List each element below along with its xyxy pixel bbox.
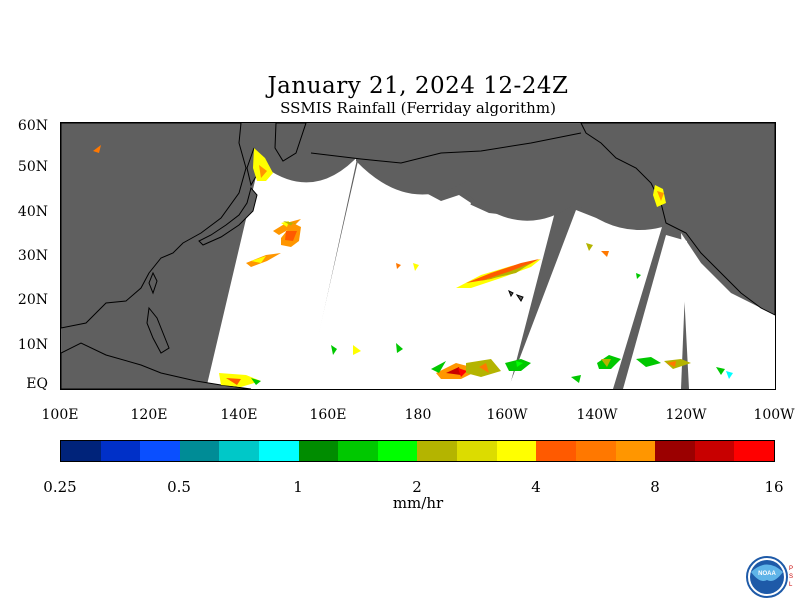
lat-label-20n: 20N — [17, 292, 48, 308]
lon-label-120e: 120E — [130, 407, 168, 423]
rainfall-map — [60, 122, 776, 390]
colorbar-segment — [298, 441, 339, 461]
lat-label-10n: 10N — [17, 337, 48, 353]
lon-label-160e: 160E — [309, 407, 347, 423]
colorbar-segment — [100, 441, 141, 461]
colorbar-label-4: 4 — [531, 478, 541, 496]
colorbar-segment — [219, 441, 260, 461]
svg-text:NOAA: NOAA — [758, 571, 776, 577]
colorbar-segment — [140, 441, 180, 461]
colorbar-segment — [338, 441, 378, 461]
colorbar — [60, 440, 775, 462]
svg-text:S: S — [789, 574, 793, 580]
colorbar-segment — [259, 441, 299, 461]
map-title: January 21, 2024 12-24Z — [267, 73, 569, 99]
colorbar-label-2: 2 — [412, 478, 422, 496]
colorbar-segment — [179, 441, 220, 461]
lon-label-100e: 100E — [41, 407, 79, 423]
lon-label-100w: 100W — [753, 407, 795, 423]
colorbar-label-16: 16 — [764, 478, 784, 496]
colorbar-segment — [536, 441, 576, 461]
lat-label-60n: 60N — [17, 118, 48, 134]
svg-text:P: P — [789, 566, 793, 572]
svg-text:L: L — [789, 582, 793, 588]
lon-label-140e: 140E — [220, 407, 258, 423]
map-subtitle: SSMIS Rainfall (Ferriday algorithm) — [280, 99, 556, 117]
lon-label-160w: 160W — [486, 407, 528, 423]
colorbar-segment — [457, 441, 497, 461]
lon-label-120w: 120W — [665, 407, 707, 423]
colorbar-segment — [496, 441, 537, 461]
colorbar-units: mm/hr — [392, 494, 444, 512]
map-canvas — [61, 123, 775, 389]
satellite-swaths — [206, 153, 775, 389]
colorbar-segment — [655, 441, 695, 461]
colorbar-segment — [694, 441, 735, 461]
colorbar-segment — [417, 441, 458, 461]
lat-label-30n: 30N — [17, 248, 48, 264]
colorbar-label-0-25: 0.25 — [43, 478, 77, 496]
colorbar-segment — [575, 441, 616, 461]
lon-label-180: 180 — [404, 407, 432, 423]
rainfall-cells — [93, 145, 733, 387]
lon-label-140w: 140W — [576, 407, 618, 423]
colorbar-label-8: 8 — [650, 478, 660, 496]
colorbar-segment — [61, 441, 101, 461]
colorbar-segment — [734, 441, 774, 461]
colorbar-segment — [615, 441, 656, 461]
land-areas — [61, 123, 775, 389]
lat-label-50n: 50N — [17, 159, 48, 175]
colorbar-label-1: 1 — [293, 478, 303, 496]
lat-label-40n: 40N — [17, 204, 48, 220]
noaa-logo: NOAA P S L — [746, 554, 794, 600]
colorbar-label-0-5: 0.5 — [167, 478, 191, 496]
lat-label-eq: EQ — [26, 376, 48, 392]
colorbar-segment — [377, 441, 418, 461]
